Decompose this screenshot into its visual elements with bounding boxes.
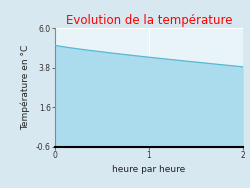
X-axis label: heure par heure: heure par heure: [112, 165, 186, 174]
Y-axis label: Température en °C: Température en °C: [21, 45, 30, 130]
Title: Evolution de la température: Evolution de la température: [66, 14, 232, 27]
